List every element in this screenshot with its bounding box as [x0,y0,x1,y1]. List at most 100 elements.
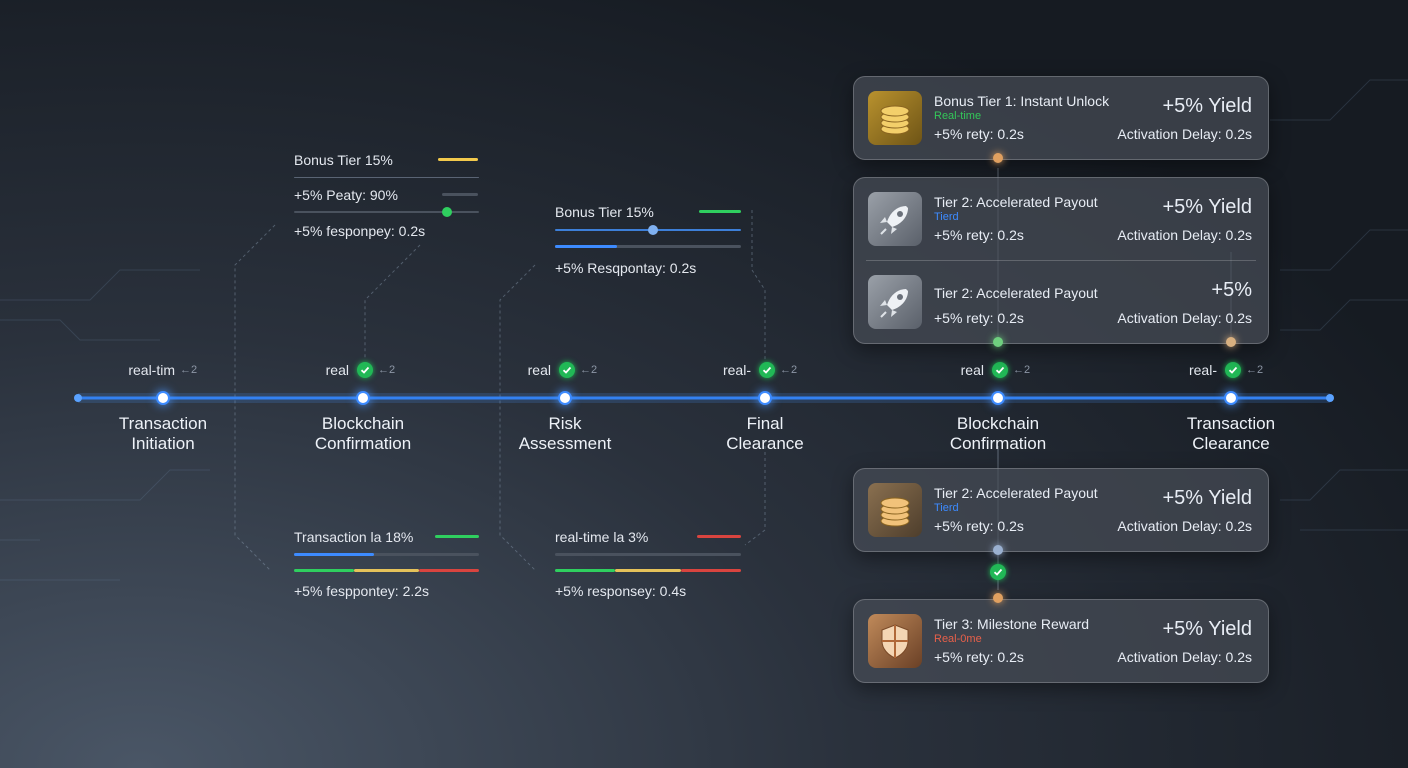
reward-icon [868,192,922,246]
reward-subtitle: Real-0me [934,633,982,645]
activation-delay: Activation Delay: 0.2s [1117,649,1252,665]
segment-green [555,569,615,572]
status-tag: ←2 [1246,364,1264,376]
status-tag: ←2 [378,364,396,376]
progress-bar [697,535,741,538]
timeline-node [1224,391,1238,405]
status-tag: ←2 [180,364,198,376]
activation-delay: Activation Delay: 0.2s [1117,126,1252,142]
panel-row: +5% fesppontey: 2.2s [294,583,430,599]
activation-delay: Activation Delay: 0.2s [1117,310,1252,326]
reward-yield: +5% Yield [1162,487,1252,509]
status-label: real-tim [128,362,175,378]
reward-subtitle: Tierd [934,502,959,514]
reward-row: Tier 2: Accelerated Payout Tierd +5% rety:… [854,178,1268,260]
reward-icon [868,483,922,537]
progress-bar [555,245,617,248]
divider [866,260,1256,261]
reward-detail: +5% rety: 0.2s [934,310,1024,326]
timeline-node [356,391,370,405]
segment-red [681,569,741,572]
reward-title: Bonus Tier 1: Instant Unlock [934,93,1110,109]
reward-detail: +5% rety: 0.2s [934,126,1024,142]
status-label: real- [722,362,751,378]
panel-row: +5% responsey: 0.4s [555,583,687,599]
progress-bar [438,158,478,161]
metric-panel: real-time la 3% +5% responsey: 0.4s [541,527,746,602]
reward-row: Tier 2: Accelerated Payout Tierd +5% rety:… [854,469,1268,551]
step-label: Clearance [1192,434,1270,453]
divider [294,177,479,178]
step-label: Blockchain [956,414,1040,433]
timeline-node [991,391,1005,405]
slider-track [294,211,479,213]
step-label: Confirmation [314,434,412,453]
metric-panel: Transaction la 18% +5% fesppontey: 2.2s [280,527,480,602]
step-label: Blockchain [321,414,405,433]
timeline-node [758,391,772,405]
check-icon [357,362,373,378]
progress-track [555,245,741,248]
step-label: Assessment [518,434,612,453]
check-icon [1225,362,1241,378]
status-tag: ←2 [780,364,798,376]
slider-thumb [442,207,452,217]
reward-title: Tier 2: Accelerated Payout [934,194,1098,210]
panel-row: Bonus Tier 15% [555,204,654,220]
connector-dot [993,153,1003,163]
segment-red [419,569,479,572]
progress-track [555,553,741,556]
reward-yield: +5% Yield [1162,196,1252,218]
step-label: Final [746,414,784,433]
check-icon [992,362,1008,378]
step-label: Transaction [1186,414,1276,433]
reward-icon [868,91,922,145]
connector-dot [1226,337,1236,347]
panel-row: +5% Resqpontay: 0.2s [555,260,697,276]
metric-panel: Bonus Tier 15% +5% Resqpontay: 0.2s [541,202,746,277]
status-tag: ←2 [1013,364,1031,376]
step-label: Transaction [118,414,208,433]
panel-row: Transaction la 18% [294,529,414,545]
reward-detail: +5% rety: 0.2s [934,649,1024,665]
panel-row: +5% Peaty: 90% [294,187,398,203]
progress-bar [699,210,741,213]
progress-track [294,553,479,556]
check-icon [559,362,575,378]
check-icon [990,564,1006,580]
reward-subtitle: Tierd [934,211,959,223]
reward-title: Tier 3: Milestone Reward [934,616,1090,632]
status-label: real- [1188,362,1217,378]
reward-icon [868,614,922,668]
reward-card: Bonus Tier 1: Instant Unlock Real-time +5%… [853,76,1269,160]
step-label: Clearance [726,434,804,453]
timeline-node [156,391,170,405]
activation-delay: Activation Delay: 0.2s [1117,518,1252,534]
panel-row: real-time la 3% [555,529,649,545]
panel-row: Bonus Tier 15% [294,152,393,168]
progress-bar [294,553,374,556]
reward-yield: +5% Yield [1162,95,1252,117]
segment-yellow [354,569,419,572]
segment-green [294,569,354,572]
step-label: Risk [548,414,582,433]
step-label: Initiation [131,434,195,453]
activation-delay: Activation Delay: 0.2s [1117,227,1252,243]
status-label: real [960,362,984,378]
reward-card: Tier 2: Accelerated Payout Tierd +5% rety:… [853,468,1269,552]
reward-icon [868,275,922,329]
reward-yield: +5% Yield [1162,618,1252,640]
status-label: real [325,362,349,378]
reward-title: Tier 2: Accelerated Payout [934,485,1098,501]
status-tag: ←2 [580,364,598,376]
reward-row: Bonus Tier 1: Instant Unlock Real-time +5%… [854,77,1268,159]
timeline-node [558,391,572,405]
slider-thumb [648,225,658,235]
reward-card: Tier 2: Accelerated Payout Tierd +5% rety:… [853,177,1269,344]
connector-dot [993,545,1003,555]
progress-bar [442,193,478,196]
step-label: Confirmation [949,434,1047,453]
reward-row: Tier 3: Milestone Reward Real-0me +5% rety… [854,600,1268,682]
